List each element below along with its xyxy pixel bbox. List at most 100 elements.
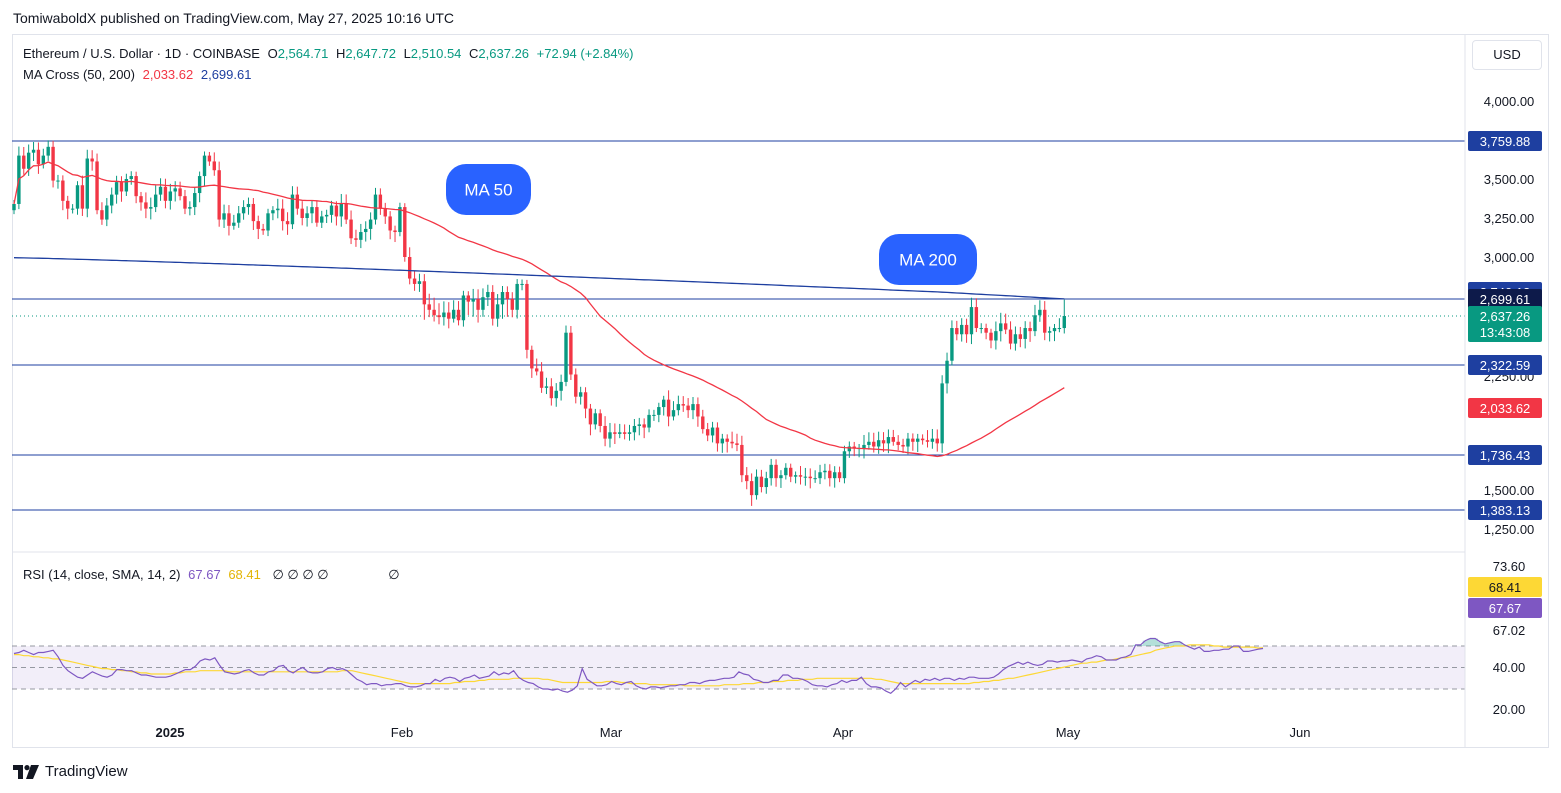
candle-body (1023, 328, 1027, 339)
candle-body (813, 478, 817, 480)
candle-body (837, 472, 842, 479)
candle-body (886, 437, 891, 444)
ma50-line (13, 161, 1065, 458)
rsi-line (13, 637, 1264, 695)
currency-button[interactable]: USD (1472, 40, 1542, 70)
rsi-value: 67.67 (188, 567, 221, 582)
candle-body (344, 203, 348, 220)
candle-body (808, 476, 812, 479)
time-tick-label: Apr (833, 725, 854, 740)
candle-body (559, 381, 563, 391)
candle-body (373, 194, 378, 220)
candle-body (818, 472, 822, 479)
ma200-callout: MA 200 (879, 234, 977, 285)
candle-body (696, 404, 700, 417)
candle-body (525, 283, 529, 350)
rsi-legend[interactable]: RSI (14, close, SMA, 14, 2) 67.67 68.41 … (23, 567, 404, 583)
candle-body (1057, 328, 1062, 330)
candle-body (188, 207, 192, 209)
candle-body (715, 427, 720, 444)
candle-body (329, 205, 334, 215)
candle-body (232, 222, 236, 226)
candle-body (945, 360, 949, 384)
candle-body (588, 408, 593, 425)
candle-body (666, 399, 671, 417)
candle-body (564, 332, 568, 382)
ma200-line (13, 257, 1065, 300)
rsi-label-text: 67.67 (1489, 601, 1522, 616)
candle-body (598, 413, 602, 426)
candle-body (539, 371, 544, 388)
candle-body (80, 185, 85, 209)
candle-body (144, 202, 148, 209)
candle-body (759, 476, 764, 488)
candle-body (823, 470, 827, 473)
candle-body (510, 298, 514, 310)
chart-frame (12, 34, 1549, 748)
candle-body (891, 437, 895, 442)
ma50-value: 2,033.62 (142, 67, 194, 82)
candle-body (652, 414, 656, 416)
time-tick-label: 2025 (156, 725, 185, 740)
candle-body (1028, 328, 1032, 332)
candle-body (158, 186, 163, 195)
candle-body (583, 392, 588, 409)
candle-body (339, 203, 343, 217)
price-tick-label: 3,250.00 (1484, 211, 1535, 226)
candle-body (26, 152, 31, 169)
candle-body (930, 438, 935, 442)
candle-body (530, 349, 534, 369)
candle-body (305, 213, 309, 218)
rsi-tick-label: 20.00 (1493, 702, 1526, 717)
candle-body (603, 425, 607, 439)
candle-body (46, 146, 50, 156)
candle-body (798, 475, 803, 477)
candle-body (149, 207, 153, 209)
candle-body (163, 186, 168, 201)
candle-body (388, 216, 392, 231)
candle-body (310, 207, 314, 214)
candle-body (261, 228, 265, 231)
ma200-callout-shape (879, 234, 977, 285)
candle-body (276, 208, 280, 211)
candle-body (324, 214, 329, 217)
high-label: H (335, 46, 346, 61)
time-tick-label: Jun (1290, 725, 1311, 740)
candle-body (534, 368, 539, 372)
candle-body (925, 440, 930, 442)
candle-body (730, 441, 734, 444)
price-label-bg (1468, 398, 1542, 418)
ma50-callout: MA 50 (446, 164, 531, 215)
ma-legend[interactable]: MA Cross (50, 200) 2,033.62 2,699.61 (23, 67, 255, 82)
candle-body (642, 424, 646, 428)
candle-body (456, 309, 461, 321)
price-label-text: 2,699.61 (1480, 292, 1531, 307)
candle-body (105, 205, 109, 220)
candle-body (881, 440, 886, 444)
candle-body (295, 194, 300, 209)
candle-body (544, 386, 549, 388)
candle-body (725, 438, 729, 442)
candle-body (1018, 334, 1023, 339)
candle-body (383, 208, 387, 217)
candle-body (867, 441, 871, 445)
candle-body (974, 307, 979, 329)
rsi-empty-values: ∅ ∅ ∅ ∅ (272, 567, 329, 582)
candle-body (984, 328, 988, 333)
price-label-bg (1468, 131, 1542, 151)
candle-body (676, 404, 681, 411)
tradingview-logo[interactable]: TradingView (13, 763, 128, 780)
candle-body (378, 194, 383, 209)
candle-body (486, 292, 490, 298)
candle-body (417, 281, 422, 284)
candle-body (256, 221, 260, 229)
candle-body (422, 281, 427, 305)
price-label-text: 2,033.62 (1480, 401, 1531, 416)
candle-body (280, 208, 285, 222)
candle-body (476, 298, 480, 310)
candle-body (637, 424, 641, 426)
rsi-tick-label: 67.02 (1493, 623, 1526, 638)
candle-body (618, 432, 622, 434)
candle-body (407, 257, 412, 279)
